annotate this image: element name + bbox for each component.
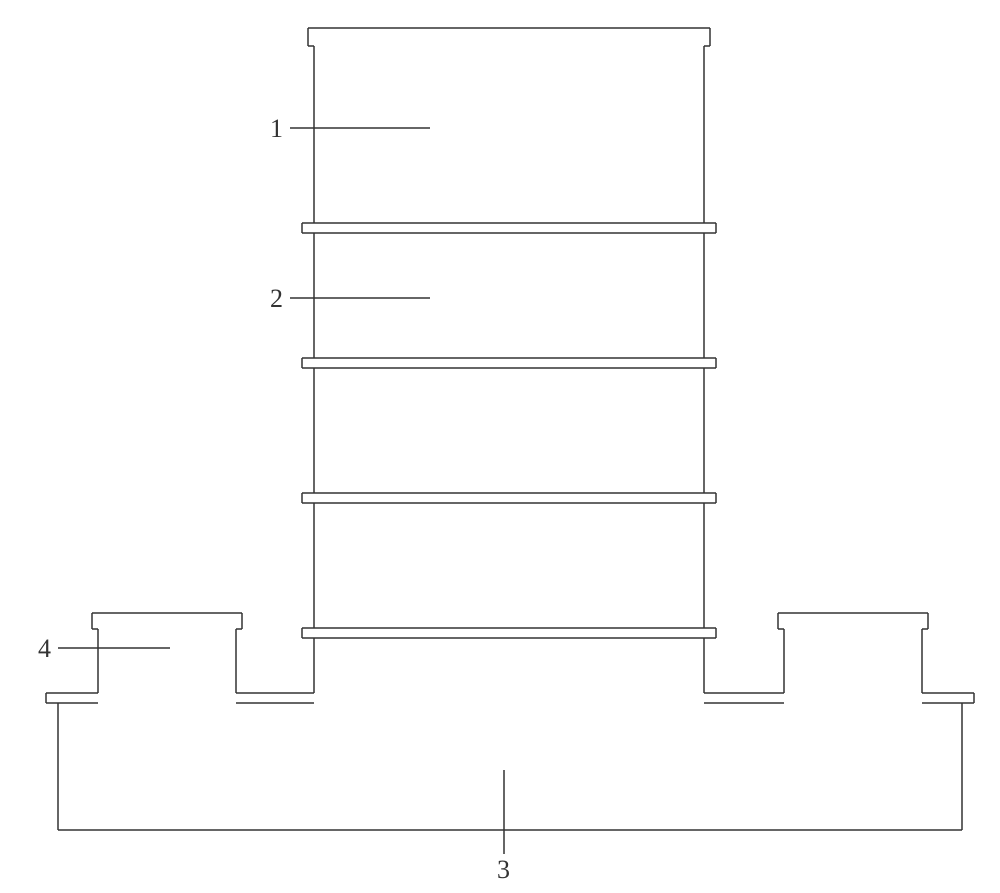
label-3: 3 (497, 855, 510, 884)
label-1: 1 (270, 114, 283, 143)
label-2: 2 (270, 284, 283, 313)
label-4: 4 (38, 634, 51, 663)
engineering-diagram: 1 2 4 3 (0, 0, 1000, 893)
